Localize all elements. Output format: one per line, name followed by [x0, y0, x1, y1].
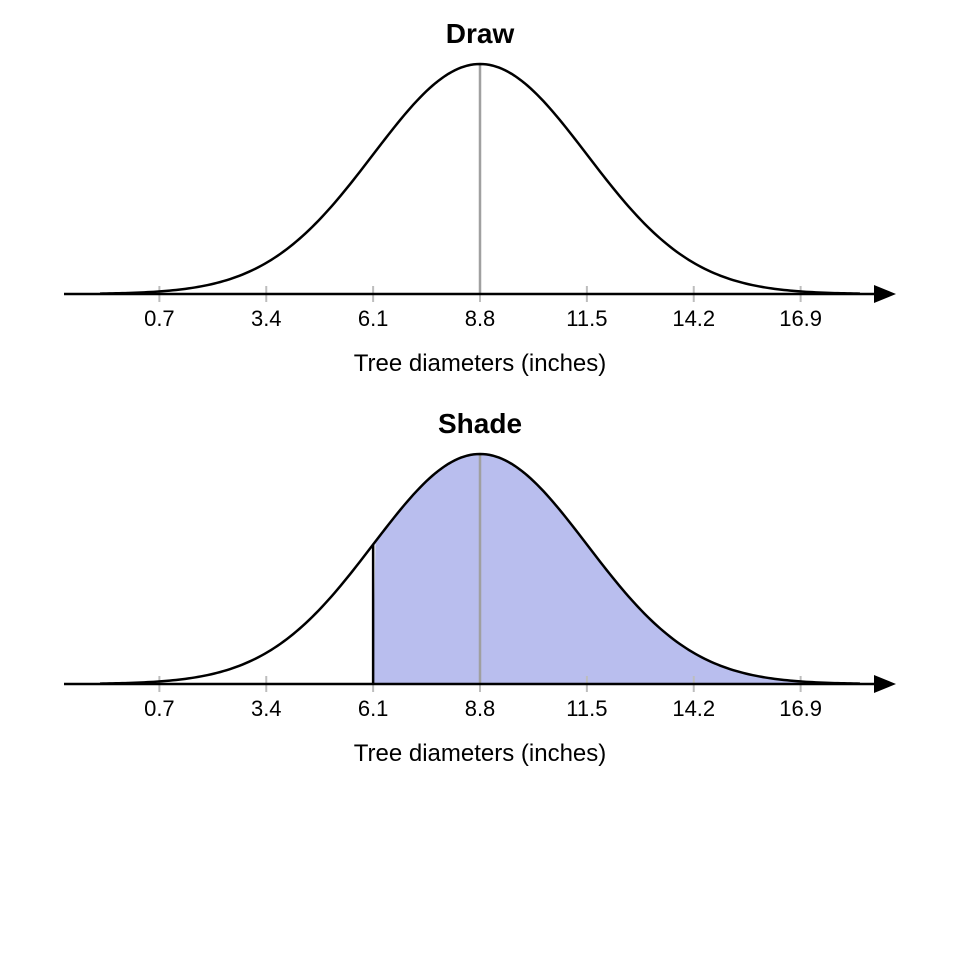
- tick-label: 8.8: [465, 696, 496, 721]
- chart-title: Draw: [60, 18, 900, 50]
- tick-label: 0.7: [144, 306, 175, 331]
- normal-curve-plot: 0.7 3.4 6.1 8.8 11.5 14.2 16.9: [60, 446, 900, 736]
- tick-label: 11.5: [566, 306, 607, 331]
- tick-label: 16.9: [779, 306, 822, 331]
- chart-title: Shade: [60, 408, 900, 440]
- x-axis-label: Tree diameters (inches): [60, 350, 900, 378]
- tick-label: 8.8: [465, 306, 496, 331]
- tick-label: 11.5: [566, 696, 607, 721]
- tick-label: 14.2: [672, 696, 715, 721]
- chart-draw: Draw 0.7 3.4 6.1 8.8 11.5 14.2 16.9 Tree diame…: [60, 18, 900, 378]
- chart-shade: Shade 0.7 3.4 6.1 8.8 11.5 14.2 16.9 Tree diam…: [60, 408, 900, 768]
- tick-label: 6.1: [358, 306, 389, 331]
- x-axis-label: Tree diameters (inches): [60, 740, 900, 768]
- tick-label: 3.4: [251, 306, 282, 331]
- shaded-region: [373, 454, 860, 684]
- axis-arrow-icon: [874, 285, 896, 303]
- tick-label: 6.1: [358, 696, 389, 721]
- axis-arrow-icon: [874, 675, 896, 693]
- tick-label: 16.9: [779, 696, 822, 721]
- tick-label: 0.7: [144, 696, 175, 721]
- tick-label: 3.4: [251, 696, 282, 721]
- normal-curve-plot: 0.7 3.4 6.1 8.8 11.5 14.2 16.9: [60, 56, 900, 346]
- tick-label: 14.2: [672, 306, 715, 331]
